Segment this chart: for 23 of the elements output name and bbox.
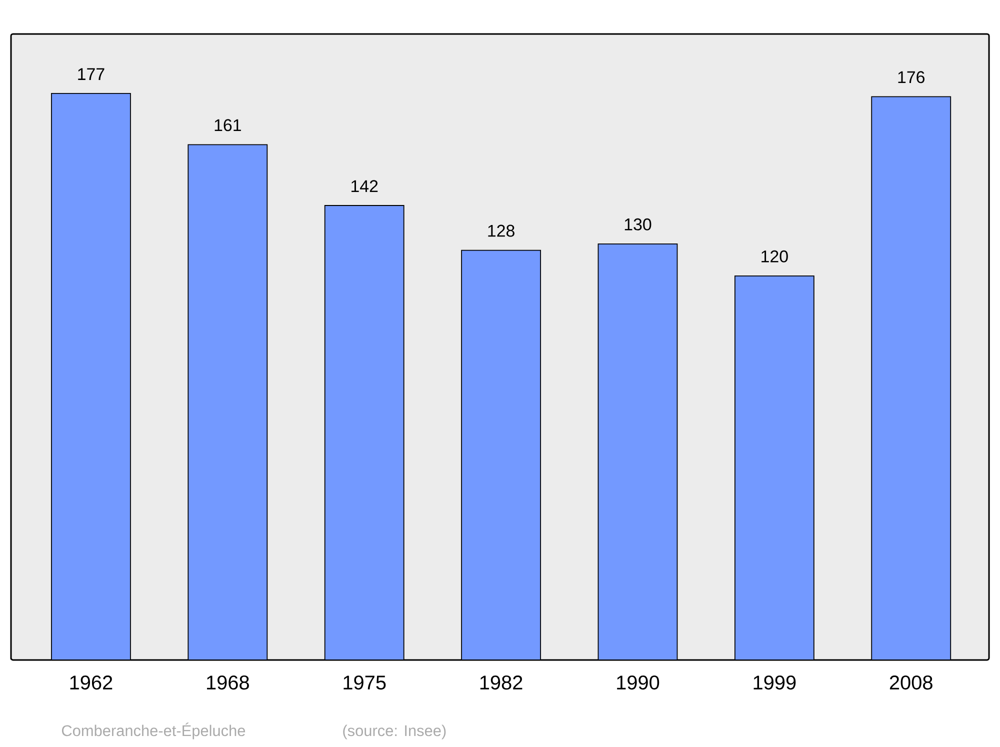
bar xyxy=(871,96,952,660)
x-tick-label: 1975 xyxy=(344,676,386,690)
x-tick-label: 1999 xyxy=(754,676,796,690)
bar xyxy=(188,144,268,660)
text: (source: Insee) xyxy=(343,724,446,740)
bar xyxy=(51,93,131,660)
data-label: 176 xyxy=(898,71,924,84)
bar xyxy=(324,205,404,660)
x-tick-label: 1962 xyxy=(70,676,112,690)
bar xyxy=(598,243,678,660)
bar xyxy=(461,250,541,660)
data-label: 120 xyxy=(762,250,788,262)
data-label: 142 xyxy=(352,180,378,192)
text: Comberanche-et-Épeluche xyxy=(62,722,246,740)
data-label: 177 xyxy=(78,68,104,80)
data-label: 161 xyxy=(214,119,241,132)
x-tick-label: 1982 xyxy=(480,676,522,690)
bar xyxy=(734,275,814,660)
x-tick-label: 1968 xyxy=(207,676,249,690)
x-tick-label: 2008 xyxy=(890,676,932,690)
x-tick-label: 1990 xyxy=(617,676,660,690)
data-label: 128 xyxy=(488,224,514,237)
data-label: 130 xyxy=(624,218,652,230)
